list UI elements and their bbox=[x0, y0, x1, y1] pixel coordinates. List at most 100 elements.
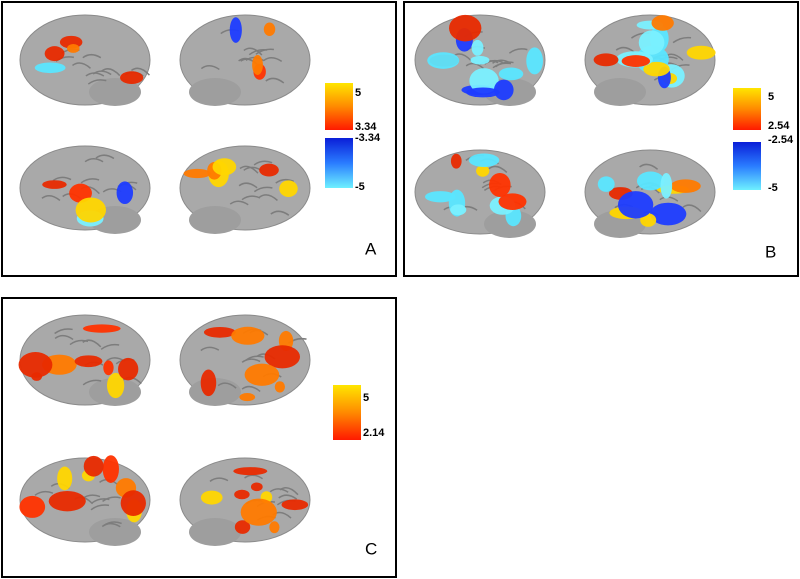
activation bbox=[264, 345, 301, 369]
activation bbox=[466, 87, 500, 98]
sulcus bbox=[82, 339, 102, 348]
activation bbox=[649, 202, 687, 226]
activation bbox=[269, 521, 280, 534]
sulcus bbox=[241, 358, 261, 363]
sulcus bbox=[244, 474, 263, 480]
sulcus bbox=[200, 346, 220, 352]
activation bbox=[638, 30, 665, 55]
sulcus bbox=[241, 195, 261, 201]
activation bbox=[281, 499, 309, 511]
sulcus bbox=[52, 176, 72, 182]
activation bbox=[57, 466, 73, 491]
sulcus bbox=[87, 79, 107, 85]
cerebellum bbox=[594, 78, 646, 106]
sulcus bbox=[248, 49, 268, 56]
activation bbox=[75, 197, 107, 223]
colorbar-negative bbox=[325, 138, 353, 188]
activation bbox=[118, 357, 139, 381]
activation bbox=[102, 455, 119, 483]
activation bbox=[263, 22, 276, 37]
panel-frame bbox=[1, 1, 397, 277]
sulcus bbox=[615, 46, 635, 53]
activation bbox=[116, 181, 134, 205]
sulcus bbox=[275, 178, 295, 184]
colorbar-label: -5 bbox=[355, 181, 365, 193]
colorbar-label: 5 bbox=[363, 392, 369, 404]
sulcus bbox=[238, 182, 258, 189]
sulcus bbox=[269, 488, 289, 493]
activation bbox=[234, 520, 251, 534]
activation bbox=[469, 68, 499, 94]
activation bbox=[31, 372, 43, 381]
sulcus bbox=[90, 504, 110, 511]
activation bbox=[19, 495, 46, 518]
activation bbox=[651, 15, 674, 31]
activation bbox=[471, 39, 484, 56]
panel-frame bbox=[403, 1, 799, 277]
panel-label: C bbox=[365, 539, 377, 558]
sulcus bbox=[241, 385, 261, 393]
activation bbox=[200, 369, 217, 397]
activation bbox=[498, 193, 527, 210]
activation bbox=[82, 324, 121, 333]
activation bbox=[427, 52, 460, 69]
activation bbox=[617, 191, 654, 219]
sulcus bbox=[72, 62, 91, 69]
sulcus bbox=[639, 163, 659, 170]
activation bbox=[42, 180, 67, 189]
sulcus bbox=[34, 490, 54, 496]
sulcus bbox=[130, 67, 150, 76]
sulcus bbox=[270, 210, 290, 216]
activation bbox=[83, 455, 104, 477]
activation bbox=[489, 172, 511, 197]
activation bbox=[636, 171, 665, 191]
activation bbox=[450, 153, 462, 169]
activation bbox=[526, 47, 544, 75]
activation bbox=[34, 62, 66, 74]
sulcus bbox=[80, 178, 100, 184]
sulcus bbox=[101, 68, 121, 77]
activation bbox=[450, 204, 467, 216]
sulcus bbox=[492, 62, 512, 69]
activation bbox=[686, 45, 716, 60]
activation bbox=[449, 14, 482, 42]
sulcus bbox=[239, 165, 259, 174]
sulcus bbox=[84, 157, 104, 163]
activation bbox=[120, 71, 144, 85]
sulcus bbox=[209, 477, 229, 482]
sulcus bbox=[253, 186, 273, 193]
activation bbox=[252, 54, 263, 75]
sulcus bbox=[54, 328, 73, 335]
colorbar-label: 5 bbox=[355, 87, 361, 99]
activation bbox=[106, 372, 125, 399]
sulcus bbox=[217, 382, 237, 389]
activation bbox=[468, 153, 500, 168]
sulcus bbox=[253, 160, 273, 166]
sulcus bbox=[82, 379, 102, 386]
activation bbox=[239, 393, 256, 402]
sulcus bbox=[508, 48, 528, 54]
activation bbox=[212, 158, 237, 176]
cerebellum bbox=[189, 518, 241, 546]
activation bbox=[234, 489, 250, 500]
activation bbox=[660, 172, 673, 199]
sulcus bbox=[82, 53, 102, 59]
activation bbox=[200, 490, 223, 505]
activation bbox=[103, 360, 114, 376]
cerebellum bbox=[89, 78, 141, 106]
panel-label: A bbox=[365, 239, 377, 258]
colorbar-label: 5 bbox=[768, 91, 774, 103]
sulcus bbox=[229, 200, 249, 206]
colorbar-label: 2.54 bbox=[768, 120, 790, 132]
sulcus bbox=[95, 154, 115, 160]
sulcus bbox=[102, 496, 121, 503]
activation bbox=[67, 43, 80, 53]
sulcus bbox=[92, 70, 112, 76]
panel-label: B bbox=[765, 242, 776, 261]
activation bbox=[643, 61, 670, 77]
sulcus bbox=[265, 77, 285, 84]
activation bbox=[183, 168, 211, 179]
colorbar-negative bbox=[733, 142, 761, 190]
activation bbox=[120, 490, 146, 516]
activation bbox=[44, 46, 65, 62]
